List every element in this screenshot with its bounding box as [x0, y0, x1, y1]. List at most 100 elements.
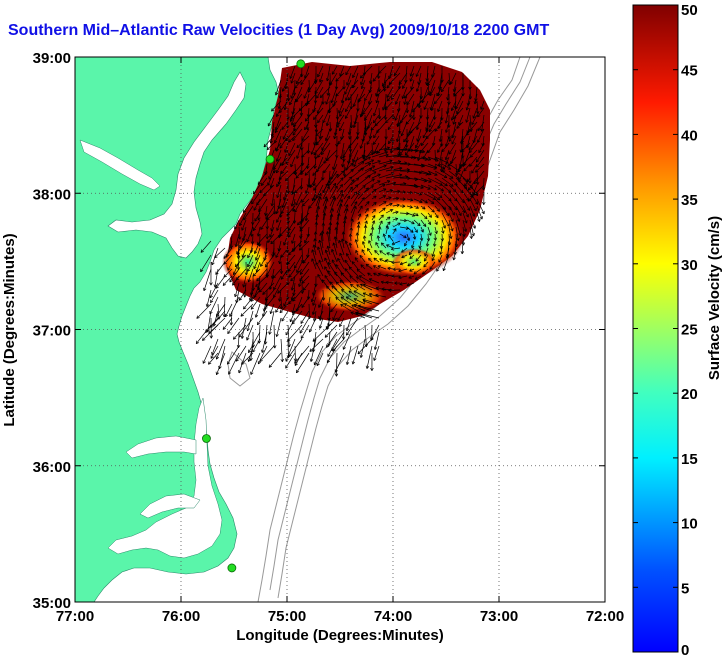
velocity-vector	[317, 149, 324, 158]
velocity-vector-head	[415, 126, 418, 130]
velocity-vector	[434, 233, 436, 241]
velocity-vector	[288, 142, 296, 156]
x-tick-label: 77:00	[56, 608, 94, 625]
velocity-vector	[315, 193, 322, 207]
velocity-vector-head	[311, 299, 315, 303]
velocity-vector	[269, 310, 275, 335]
velocity-vector-head	[367, 187, 369, 191]
velocity-vector-head	[247, 358, 249, 362]
velocity-vector	[227, 345, 240, 365]
velocity-vector	[373, 265, 380, 270]
velocity-vector	[329, 195, 335, 207]
velocity-vector-head	[413, 117, 416, 120]
velocity-vector-head	[360, 82, 364, 86]
velocity-vector-head	[319, 318, 323, 321]
velocity-vector	[377, 265, 387, 270]
velocity-vector-head	[329, 213, 333, 217]
velocity-vector	[415, 65, 422, 77]
velocity-vector-head	[389, 160, 393, 163]
velocity-vector	[348, 149, 352, 164]
velocity-vector	[378, 220, 383, 228]
velocity-vector	[293, 163, 303, 174]
velocity-vector-head	[466, 107, 470, 111]
velocity-vector	[301, 247, 304, 263]
velocity-vector-head	[246, 338, 250, 341]
velocity-vector-head	[376, 100, 379, 104]
velocity-vector-head	[421, 151, 425, 154]
velocity-vector	[285, 72, 289, 89]
velocity-vector-head	[243, 307, 247, 310]
velocity-vector-head	[288, 153, 292, 157]
velocity-vector	[292, 100, 296, 115]
velocity-vector	[294, 198, 303, 213]
velocity-vector	[378, 147, 390, 151]
velocity-vector-head	[285, 333, 289, 336]
velocity-vector-head	[337, 221, 340, 225]
velocity-vector-head	[222, 284, 227, 286]
velocity-vector-head	[332, 167, 336, 170]
velocity-vector-head	[250, 358, 253, 361]
velocity-vector	[453, 247, 457, 261]
velocity-vector-head	[347, 208, 349, 212]
velocity-vector-head	[411, 155, 414, 158]
velocity-vector-head	[341, 231, 344, 235]
velocity-vector-head	[213, 284, 216, 288]
velocity-vector	[350, 311, 366, 319]
velocity-vector	[466, 121, 478, 136]
velocity-vector-head	[423, 181, 427, 183]
velocity-vector-head	[203, 287, 205, 291]
velocity-vector-head	[361, 138, 364, 142]
velocity-vector	[238, 331, 240, 348]
velocity-vector-head	[351, 304, 354, 308]
velocity-vector-head	[279, 111, 283, 114]
velocity-vector	[286, 240, 289, 253]
velocity-vector	[368, 258, 373, 263]
velocity-vector	[438, 254, 443, 263]
velocity-vector-head	[430, 214, 432, 218]
velocity-vector-head	[461, 87, 464, 91]
velocity-vector-head	[403, 220, 407, 223]
velocity-vector-head	[411, 229, 414, 233]
velocity-vector-head	[386, 244, 389, 248]
velocity-vector-head	[371, 185, 374, 189]
velocity-vector-head	[470, 96, 473, 100]
velocity-vector-head	[267, 183, 271, 186]
velocity-vector-head	[350, 176, 353, 180]
velocity-vector	[345, 65, 352, 76]
velocity-vector-head	[279, 306, 282, 310]
velocity-vector-head	[391, 172, 395, 174]
velocity-vector-head	[287, 282, 290, 286]
velocity-vector	[360, 72, 366, 85]
velocity-vector-head	[286, 261, 289, 265]
velocity-vector-head	[209, 282, 212, 286]
velocity-vector-head	[196, 317, 200, 319]
velocity-vector-head	[448, 152, 452, 155]
velocity-vector	[448, 198, 458, 211]
velocity-vector-head	[409, 257, 413, 259]
velocity-vector-head	[270, 242, 274, 245]
velocity-vector	[290, 86, 296, 99]
velocity-vector	[285, 317, 296, 336]
velocity-vector	[305, 184, 310, 194]
velocity-vector	[477, 121, 485, 131]
velocity-vector	[364, 324, 367, 347]
velocity-vector-head	[481, 211, 485, 215]
velocity-vector-head	[377, 265, 381, 269]
velocity-vector-head	[322, 230, 325, 234]
velocity-vector	[483, 177, 485, 191]
velocity-vector	[225, 303, 233, 317]
velocity-vector-head	[280, 359, 283, 362]
velocity-vector	[274, 128, 282, 144]
velocity-vector-head	[274, 345, 277, 349]
velocity-vector-head	[314, 165, 317, 169]
velocity-vector-head	[274, 141, 278, 144]
velocity-vector-head	[313, 142, 315, 146]
velocity-vector-head	[202, 361, 206, 364]
velocity-vector-head	[378, 272, 382, 274]
velocity-vector-head	[459, 141, 462, 145]
velocity-vector	[288, 135, 296, 143]
velocity-vector	[327, 100, 338, 113]
velocity-vector	[301, 191, 310, 203]
velocity-vector-head	[399, 261, 403, 265]
velocity-vector	[378, 273, 387, 277]
